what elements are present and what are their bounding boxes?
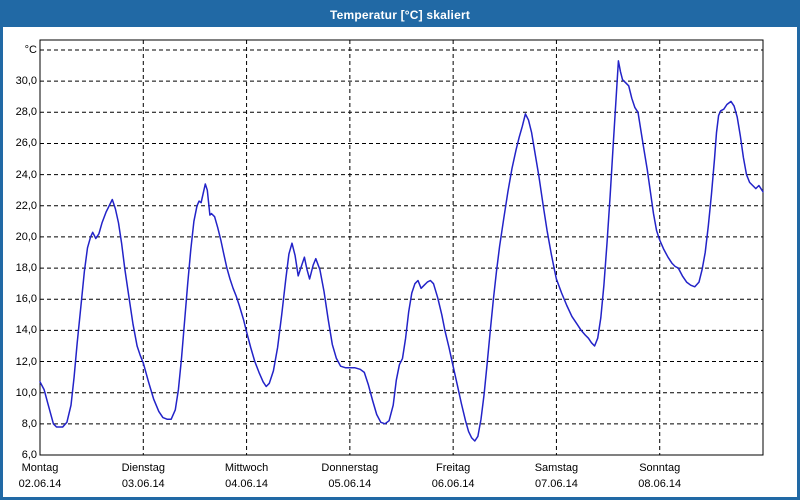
y-axis-tick-label: 28,0: [15, 106, 37, 119]
x-axis-day-label: Dienstag: [121, 462, 165, 474]
y-axis-tick-label: 12,0: [15, 355, 37, 368]
y-axis-tick-label: 22,0: [15, 199, 37, 212]
y-axis-tick-label: 24,0: [15, 168, 37, 181]
window-title: Temperatur [°C] skaliert: [329, 8, 471, 22]
y-axis-tick-label: 10,0: [15, 386, 37, 399]
x-axis-date-label: 06.06.14: [431, 478, 475, 490]
x-axis-date-label: 05.06.14: [328, 478, 372, 490]
y-axis-tick-label: 18,0: [15, 262, 37, 275]
x-axis-day-label: Freitag: [436, 462, 471, 474]
window-titlebar: Temperatur [°C] skaliert: [3, 3, 797, 27]
x-axis-day-label: Sonntag: [639, 462, 681, 474]
x-axis-day-label: Mittwoch: [224, 462, 269, 474]
x-axis-day-label: Montag: [21, 462, 59, 474]
y-axis-tick-label: 16,0: [15, 293, 37, 306]
y-axis-tick-label: 8,0: [21, 417, 37, 430]
x-axis-date-label: 02.06.14: [18, 478, 62, 490]
y-axis-tick-label: 30,0: [15, 75, 37, 88]
x-axis-date-label: 03.06.14: [121, 478, 165, 490]
plot-border: [39, 39, 764, 456]
y-axis-tick-label: 20,0: [15, 230, 37, 243]
x-axis-date-label: 07.06.14: [535, 478, 578, 490]
y-axis-tick-label: 26,0: [15, 137, 37, 150]
x-axis-day-label: Samstag: [534, 462, 579, 474]
chart-canvas: °C 30,0 28,0 26,0 24,0 22,0 20,0 18,0 16,0 14,0 12…: [3, 27, 797, 497]
x-axis-day-label: Donnerstag: [321, 462, 379, 474]
y-axis-unit-label: °C: [24, 44, 37, 56]
temperature-line: [39, 60, 764, 442]
y-axis-tick-label: 6,0: [21, 449, 37, 461]
x-axis-date-label: 08.06.14: [638, 478, 682, 490]
y-axis-tick-label: 14,0: [15, 324, 37, 337]
x-axis-date-label: 04.06.14: [225, 478, 268, 490]
temperature-chart-svg: [39, 39, 764, 456]
